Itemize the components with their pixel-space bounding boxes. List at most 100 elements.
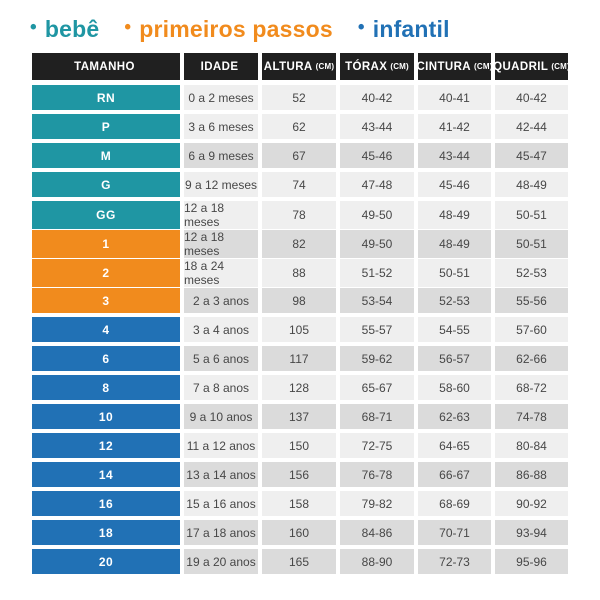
torax-cell: 47-48 [340,172,414,197]
torax-cell: 49-50 [340,201,414,229]
age-cell: 13 a 14 anos [184,462,258,487]
table-header-row: TAMANHO IDADE ALTURA (CM) TÓRAX (CM) CIN… [32,53,570,80]
table-row: 20 19 a 20 anos 165 88-90 72-73 95-96 [32,549,568,574]
quadril-cell: 42-44 [495,114,568,139]
column-header-label: TAMANHO [74,60,135,73]
altura-cell: 98 [262,288,336,313]
quadril-cell: 52-53 [495,259,568,287]
quadril-cell: 62-66 [495,346,568,371]
column-header-unit: (CM) [390,62,409,71]
table-row: GG 12 a 18 meses 78 49-50 48-49 50-51 [32,201,568,229]
altura-cell: 117 [262,346,336,371]
torax-cell: 59-62 [340,346,414,371]
age-cell: 2 a 3 anos [184,288,258,313]
size-cell: 6 [32,346,180,371]
altura-cell: 128 [262,375,336,400]
quadril-cell: 57-60 [495,317,568,342]
size-cell: 8 [32,375,180,400]
cintura-cell: 52-53 [418,288,491,313]
size-cell: 4 [32,317,180,342]
size-cell: 12 [32,433,180,458]
quadril-cell: 93-94 [495,520,568,545]
quadril-cell: 90-92 [495,491,568,516]
legend-item-primeiros-passos: • primeiros passos [124,16,333,43]
altura-cell: 52 [262,85,336,110]
age-cell: 7 a 8 anos [184,375,258,400]
cintura-cell: 54-55 [418,317,491,342]
torax-cell: 49-50 [340,230,414,258]
legend-label-bebe: bebê [44,16,100,42]
altura-cell: 137 [262,404,336,429]
altura-cell: 74 [262,172,336,197]
cintura-cell: 40-41 [418,85,491,110]
table-rows: RN 0 a 2 meses 52 40-42 40-41 40-42 P 3 a 6 mes… [32,85,568,574]
size-cell: GG [32,201,180,229]
size-cell: 20 [32,549,180,574]
age-cell: 6 a 9 meses [184,143,258,168]
altura-cell: 105 [262,317,336,342]
torax-cell: 68-71 [340,404,414,429]
cintura-cell: 72-73 [418,549,491,574]
altura-cell: 88 [262,259,336,287]
cintura-cell: 45-46 [418,172,491,197]
size-cell: 18 [32,520,180,545]
legend-item-bebe: • bebê [30,16,99,43]
age-cell: 3 a 6 meses [184,114,258,139]
size-cell: M [32,143,180,168]
quadril-cell: 40-42 [495,85,568,110]
quadril-cell: 50-51 [495,230,568,258]
cintura-cell: 62-63 [418,404,491,429]
table-row: 1 12 a 18 meses 82 49-50 48-49 50-51 [32,230,568,258]
age-cell: 17 a 18 anos [184,520,258,545]
quadril-cell: 68-72 [495,375,568,400]
cintura-cell: 48-49 [418,230,491,258]
quadril-cell: 50-51 [495,201,568,229]
cintura-cell: 41-42 [418,114,491,139]
legend: • bebê • primeiros passos • infantil [0,0,600,43]
size-cell: RN [32,85,180,110]
table-row: 14 13 a 14 anos 156 76-78 66-67 86-88 [32,462,568,487]
size-cell: 3 [32,288,180,313]
table-row: 16 15 a 16 anos 158 79-82 68-69 90-92 [32,491,568,516]
age-cell: 19 a 20 anos [184,549,258,574]
age-cell: 0 a 2 meses [184,85,258,110]
torax-cell: 79-82 [340,491,414,516]
torax-cell: 43-44 [340,114,414,139]
column-header-cintura: CINTURA (CM) [416,53,492,80]
quadril-cell: 45-47 [495,143,568,168]
legend-label-primeiros-passos: primeiros passos [139,16,333,42]
cintura-cell: 48-49 [418,201,491,229]
bullet-icon: • [357,17,365,38]
column-header-idade: IDADE [184,53,258,80]
altura-cell: 165 [262,549,336,574]
legend-label-infantil: infantil [372,16,450,42]
torax-cell: 84-86 [340,520,414,545]
quadril-cell: 86-88 [495,462,568,487]
cintura-cell: 66-67 [418,462,491,487]
altura-cell: 82 [262,230,336,258]
table-row: 2 18 a 24 meses 88 51-52 50-51 52-53 [32,259,568,287]
column-header-label: IDADE [200,60,239,73]
bullet-icon: • [124,17,132,38]
column-header-label: CINTURA [416,60,471,73]
legend-item-infantil: • infantil [358,16,450,43]
column-header-tamanho: TAMANHO [32,53,180,80]
column-header-label: QUADRIL [493,60,549,73]
size-cell: 2 [32,259,180,287]
altura-cell: 156 [262,462,336,487]
size-cell: 10 [32,404,180,429]
torax-cell: 72-75 [340,433,414,458]
column-header-label: TÓRAX [345,60,388,73]
torax-cell: 55-57 [340,317,414,342]
cintura-cell: 64-65 [418,433,491,458]
cintura-cell: 43-44 [418,143,491,168]
torax-cell: 76-78 [340,462,414,487]
altura-cell: 62 [262,114,336,139]
